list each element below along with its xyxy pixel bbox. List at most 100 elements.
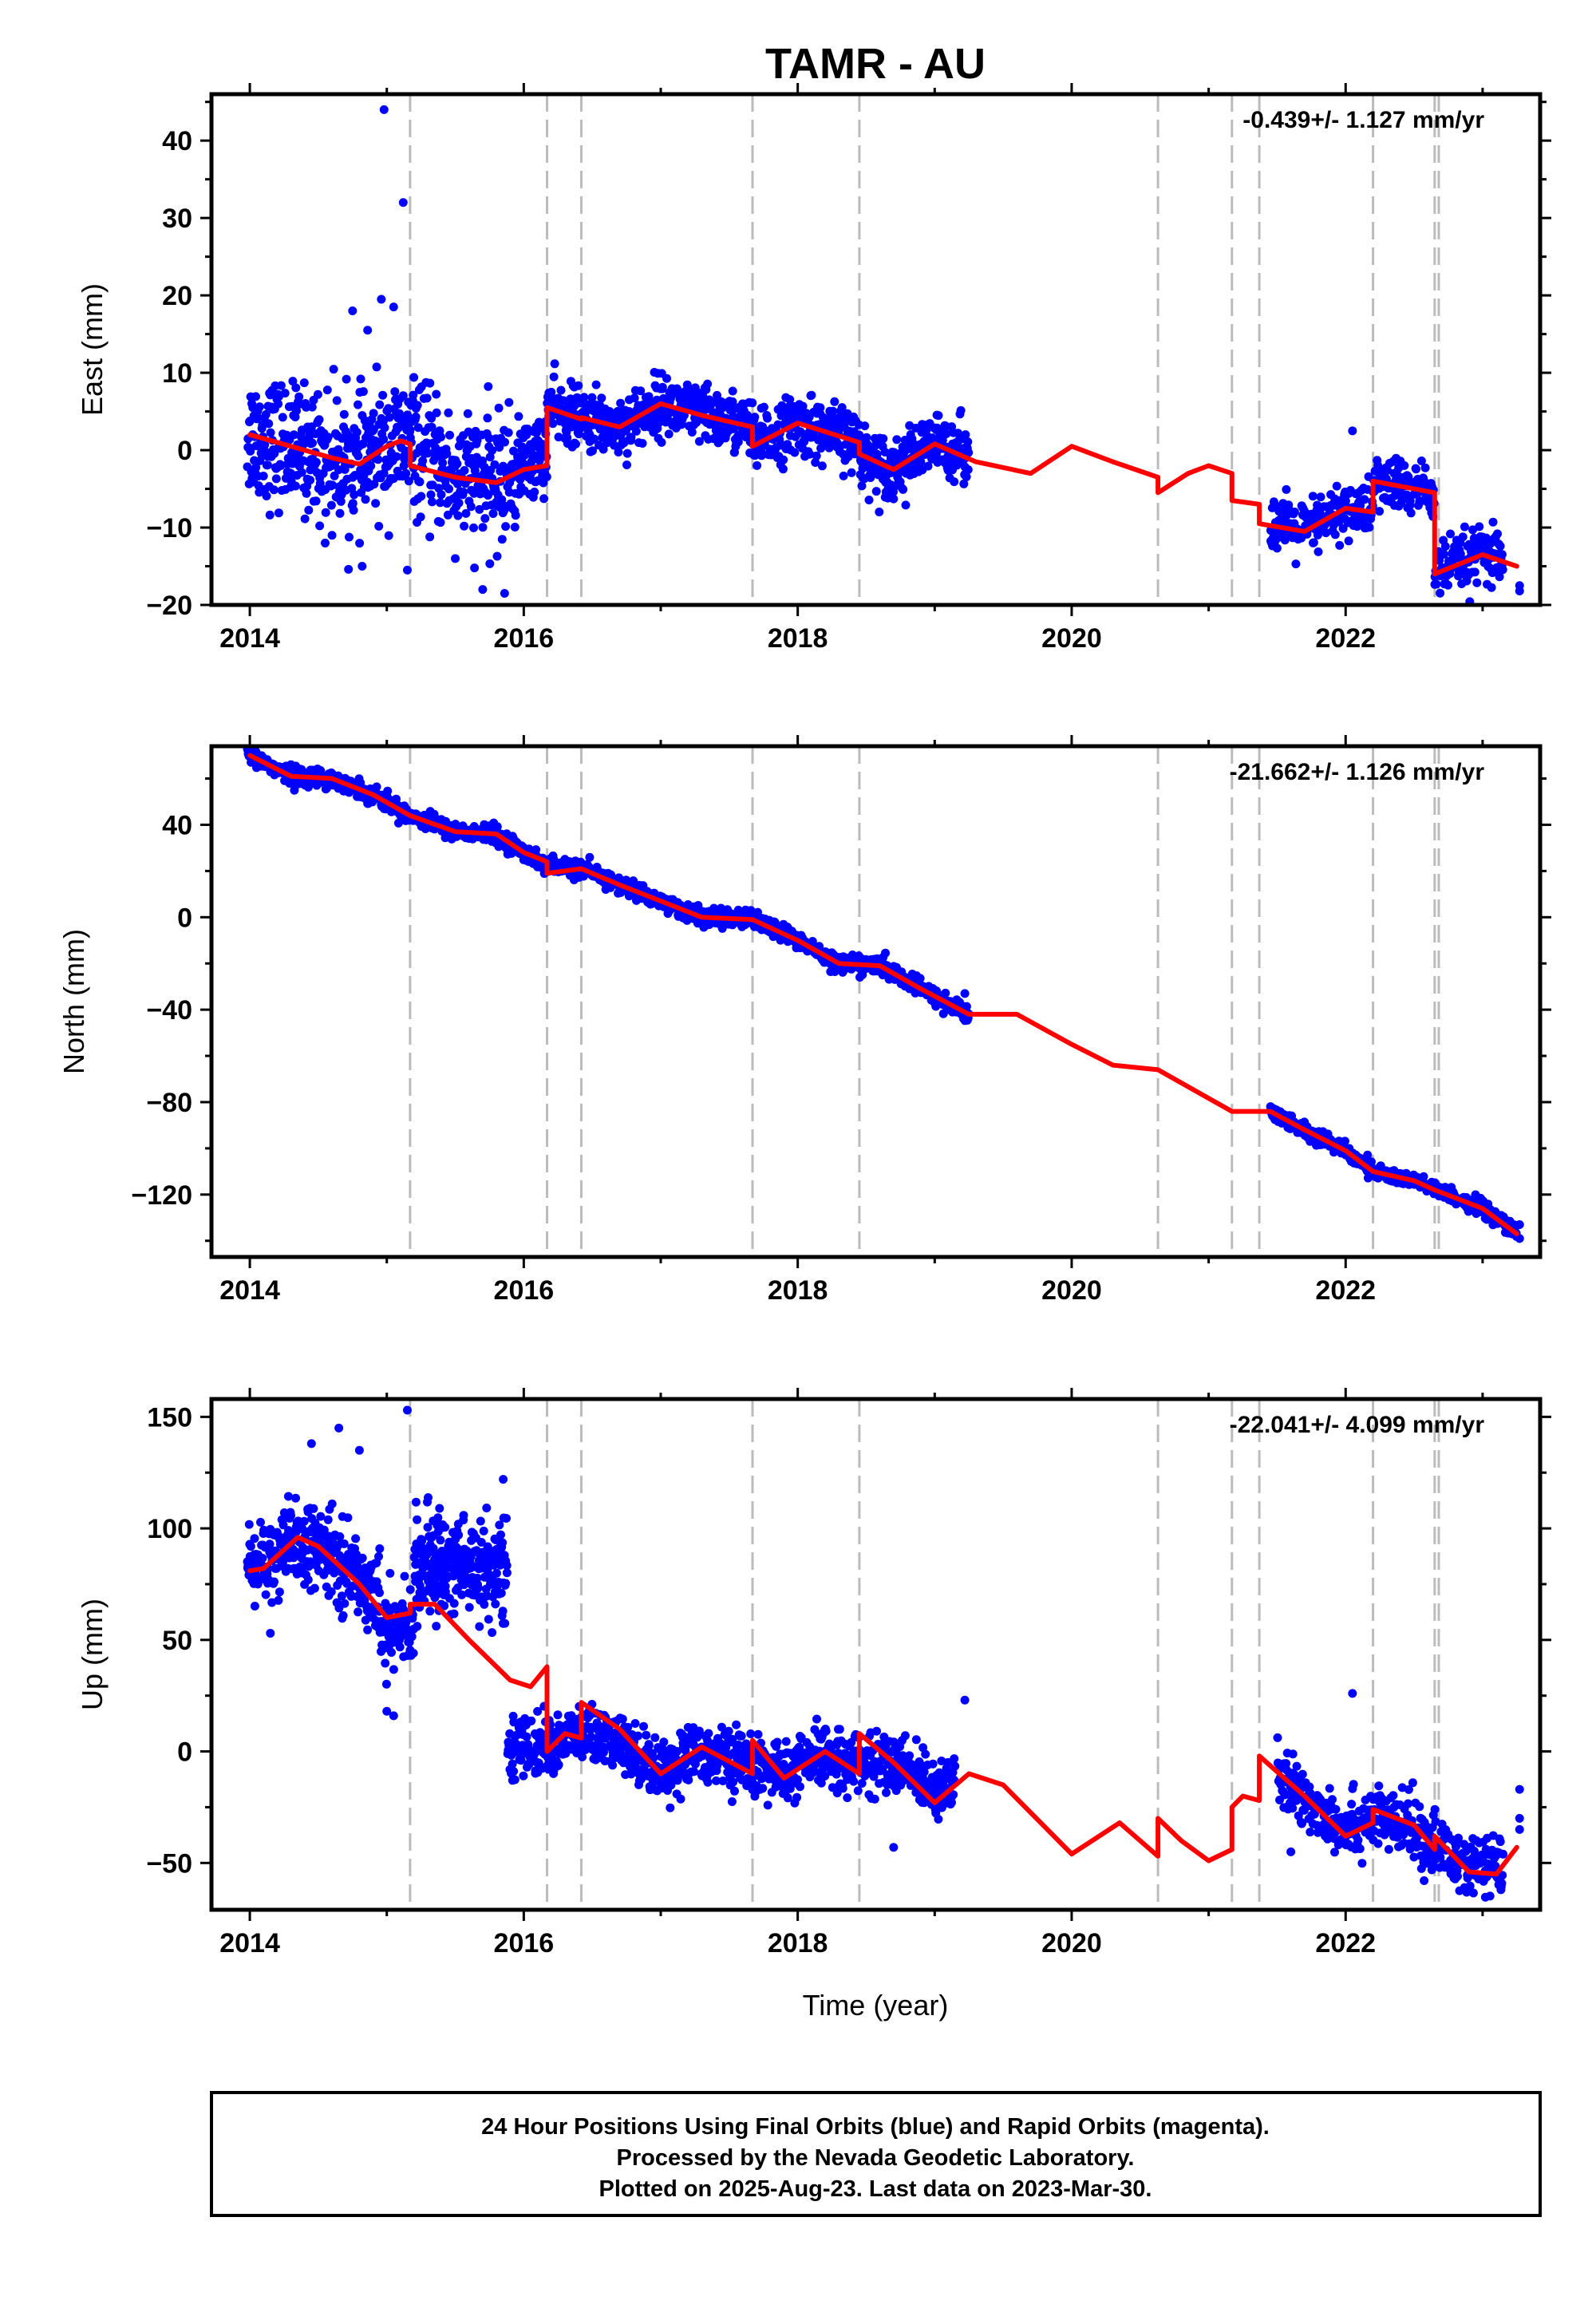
data-point xyxy=(353,428,361,437)
data-point xyxy=(480,1600,488,1609)
data-point xyxy=(1499,565,1507,574)
data-point xyxy=(504,398,513,407)
data-point xyxy=(703,380,712,389)
data-point xyxy=(1333,482,1341,491)
data-point xyxy=(375,1588,384,1597)
data-point xyxy=(390,387,399,396)
y-tick-label: 0 xyxy=(177,436,192,466)
data-point xyxy=(340,410,349,419)
x-tick-label: 2016 xyxy=(494,1275,555,1306)
data-point xyxy=(378,391,387,400)
data-point xyxy=(460,522,468,531)
data-point xyxy=(1471,567,1479,576)
data-point xyxy=(251,1602,259,1611)
data-point xyxy=(1459,532,1468,541)
data-point xyxy=(354,452,362,460)
data-point xyxy=(351,1534,360,1543)
data-point xyxy=(344,565,353,574)
data-point xyxy=(259,472,268,480)
position-points xyxy=(243,741,1524,1243)
data-point xyxy=(527,1717,535,1725)
data-point xyxy=(399,198,408,207)
y-tick-label: −80 xyxy=(146,1088,192,1118)
data-point xyxy=(497,1589,506,1598)
data-point xyxy=(1498,550,1507,559)
y-tick-label: 10 xyxy=(162,358,192,389)
data-point xyxy=(847,468,856,477)
data-point xyxy=(413,1516,421,1524)
data-point xyxy=(324,1516,333,1524)
data-point xyxy=(343,1513,352,1522)
data-point xyxy=(493,552,502,561)
data-point xyxy=(328,531,337,539)
data-point xyxy=(571,440,580,449)
y-tick-label: 30 xyxy=(162,204,192,234)
data-point xyxy=(354,1607,362,1616)
data-point xyxy=(1348,426,1357,435)
data-point xyxy=(279,413,287,421)
velocity-annotation: -0.439+/- 1.127 mm/yr xyxy=(1242,107,1484,133)
data-point xyxy=(304,506,313,515)
data-point xyxy=(941,989,950,998)
data-point xyxy=(1290,508,1299,516)
data-point xyxy=(342,375,351,384)
data-point xyxy=(363,326,372,334)
data-point xyxy=(369,409,378,417)
data-point xyxy=(498,535,507,543)
data-point xyxy=(309,1504,318,1513)
data-point xyxy=(264,419,273,428)
data-point xyxy=(828,407,837,416)
data-point xyxy=(485,559,494,568)
data-point xyxy=(345,533,354,542)
data-point xyxy=(1309,492,1317,500)
data-point xyxy=(1331,530,1340,539)
data-point xyxy=(889,495,898,504)
data-point xyxy=(514,412,523,421)
data-point xyxy=(501,522,510,531)
data-point xyxy=(437,490,446,499)
data-point xyxy=(348,306,357,315)
data-point xyxy=(460,466,469,475)
data-point xyxy=(551,359,559,368)
data-point xyxy=(245,1520,254,1529)
data-point xyxy=(1345,536,1353,545)
data-point xyxy=(323,385,332,394)
data-point xyxy=(405,425,414,434)
data-point xyxy=(478,585,487,594)
data-point xyxy=(550,373,559,381)
y-tick-label: 40 xyxy=(162,126,192,156)
y-axis-label: East (mm) xyxy=(76,283,109,416)
data-point xyxy=(256,1518,265,1527)
data-point xyxy=(270,485,279,494)
data-point xyxy=(300,378,309,387)
data-point xyxy=(632,427,641,436)
data-point xyxy=(557,386,566,395)
data-point xyxy=(322,508,330,517)
data-point xyxy=(779,464,788,473)
data-point xyxy=(1475,522,1483,531)
data-point xyxy=(374,522,383,531)
y-tick-label: 40 xyxy=(162,810,192,840)
data-point xyxy=(389,1665,398,1674)
data-point xyxy=(807,391,816,400)
data-point xyxy=(281,389,290,397)
data-point xyxy=(433,409,441,417)
data-point xyxy=(523,1733,531,1741)
data-point xyxy=(750,413,759,421)
data-point xyxy=(1496,542,1505,551)
x-tick-label: 2020 xyxy=(1041,1275,1102,1306)
data-point xyxy=(902,500,911,509)
data-point xyxy=(950,477,958,486)
data-point xyxy=(315,415,324,424)
data-point xyxy=(483,413,492,422)
data-point xyxy=(491,1599,500,1608)
x-tick-label: 2016 xyxy=(494,623,555,654)
data-point xyxy=(665,429,674,438)
data-point xyxy=(315,521,324,530)
data-point xyxy=(291,482,300,491)
data-point xyxy=(263,460,272,469)
data-point xyxy=(519,1772,527,1781)
data-point xyxy=(286,761,295,769)
data-point xyxy=(440,1523,449,1532)
